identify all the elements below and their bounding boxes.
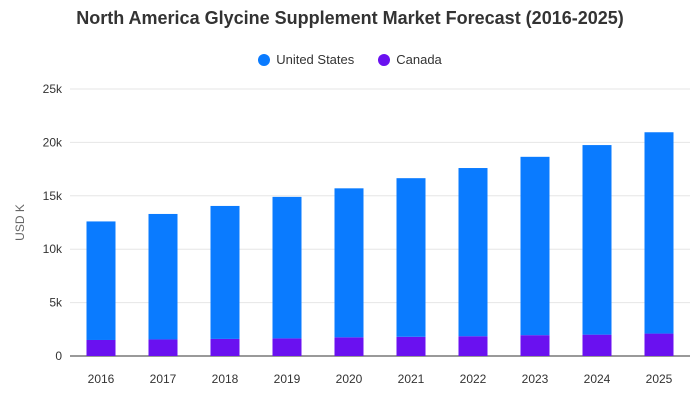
legend: United States Canada (0, 52, 700, 67)
bar-canada-2017[interactable] (148, 339, 178, 356)
bar-united-states-2020[interactable] (334, 188, 364, 338)
y-tick-label: 20k (43, 135, 63, 149)
bar-canada-2020[interactable] (334, 337, 364, 356)
bar-united-states-2022[interactable] (458, 168, 488, 337)
bar-united-states-2021[interactable] (396, 178, 426, 337)
x-tick-label: 2017 (150, 372, 177, 386)
legend-swatch-canada (378, 53, 391, 66)
x-tick-label: 2022 (460, 372, 487, 386)
x-tick-label: 2019 (274, 372, 301, 386)
x-tick-label: 2020 (336, 372, 363, 386)
y-axis-label: USD K (13, 204, 27, 241)
bar-united-states-2019[interactable] (272, 196, 302, 339)
x-tick-label: 2018 (212, 372, 239, 386)
bar-canada-2022[interactable] (458, 336, 488, 356)
bar-canada-2021[interactable] (396, 336, 426, 356)
bar-united-states-2023[interactable] (520, 156, 550, 336)
legend-item-united-states[interactable]: United States (258, 52, 354, 67)
bar-united-states-2018[interactable] (210, 205, 240, 339)
legend-swatch-united-states (258, 53, 271, 66)
bar-canada-2016[interactable] (86, 339, 116, 356)
legend-label-canada: Canada (396, 52, 442, 67)
legend-item-canada[interactable]: Canada (378, 52, 442, 67)
y-tick-label: 25k (43, 82, 63, 96)
bar-united-states-2024[interactable] (582, 145, 612, 335)
bar-canada-2025[interactable] (644, 333, 674, 356)
x-tick-label: 2016 (88, 372, 115, 386)
x-tick-label: 2023 (522, 372, 549, 386)
chart-title: North America Glycine Supplement Market … (76, 8, 624, 28)
x-tick-label: 2025 (646, 372, 673, 386)
y-tick-label: 15k (43, 189, 63, 203)
bar-canada-2018[interactable] (210, 338, 240, 356)
y-tick-label: 5k (49, 296, 63, 310)
bar-canada-2023[interactable] (520, 335, 550, 356)
y-tick-label: 10k (43, 242, 63, 256)
bar-united-states-2016[interactable] (86, 221, 116, 340)
y-tick-label: 0 (55, 349, 62, 363)
bar-united-states-2025[interactable] (644, 132, 674, 334)
legend-label-united-states: United States (276, 52, 355, 67)
x-tick-label: 2024 (584, 372, 611, 386)
bar-united-states-2017[interactable] (148, 213, 178, 340)
bar-canada-2024[interactable] (582, 334, 612, 356)
x-tick-label: 2021 (398, 372, 425, 386)
bar-canada-2019[interactable] (272, 338, 302, 356)
